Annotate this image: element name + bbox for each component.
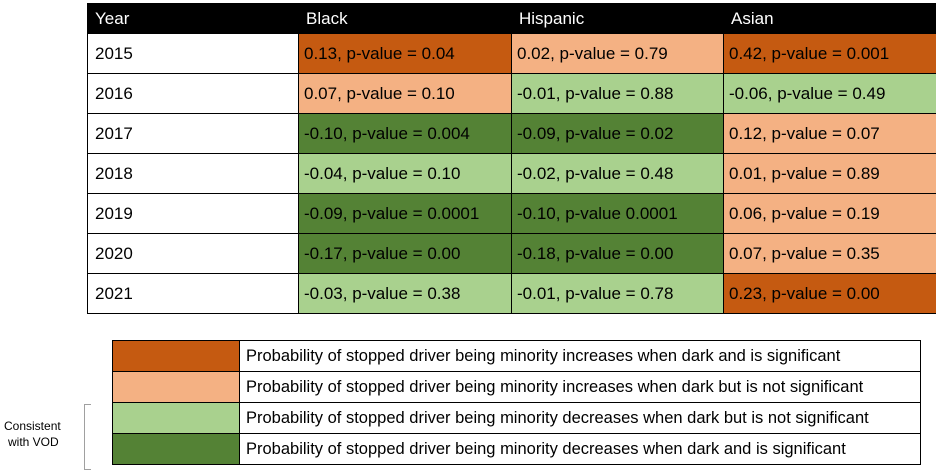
bracket-note: Consistent with VOD <box>4 418 80 450</box>
hispanic-value-cell: -0.09, p-value = 0.02 <box>511 113 724 154</box>
legend-label: Probability of stopped driver being mino… <box>239 402 921 434</box>
table-row: 2018 -0.04, p-value = 0.10 -0.02, p-valu… <box>87 153 936 194</box>
hispanic-value-cell: -0.01, p-value = 0.78 <box>511 273 724 314</box>
year-cell: 2016 <box>87 73 299 114</box>
asian-value-cell: 0.12, p-value = 0.07 <box>723 113 936 154</box>
hispanic-value-cell: -0.18, p-value = 0.00 <box>511 233 724 274</box>
legend-table: Probability of stopped driver being mino… <box>112 340 921 465</box>
black-value-cell: -0.17, p-value = 0.00 <box>298 233 512 274</box>
year-cell: 2021 <box>87 273 299 314</box>
legend-row: Probability of stopped driver being mino… <box>112 340 921 372</box>
consistency-bracket <box>84 404 91 470</box>
table-row: 2020 -0.17, p-value = 0.00 -0.18, p-valu… <box>87 233 936 274</box>
hispanic-value-cell: -0.01, p-value = 0.88 <box>511 73 724 114</box>
year-cell: 2017 <box>87 113 299 154</box>
legend-swatch-dark-orange <box>112 340 240 372</box>
hispanic-value-cell: -0.10, p-value 0.0001 <box>511 193 724 234</box>
year-cell: 2019 <box>87 193 299 234</box>
legend-row: Probability of stopped driver being mino… <box>112 402 921 434</box>
legend-row: Probability of stopped driver being mino… <box>112 433 921 465</box>
table-body: 2015 0.13, p-value = 0.04 0.02, p-value … <box>87 33 936 314</box>
header-year: Year <box>87 3 299 34</box>
table-row: 2021 -0.03, p-value = 0.38 -0.01, p-valu… <box>87 273 936 314</box>
table-row: 2017 -0.10, p-value = 0.004 -0.09, p-val… <box>87 113 936 154</box>
black-value-cell: -0.09, p-value = 0.0001 <box>298 193 512 234</box>
bracket-note-line1: Consistent <box>4 419 61 433</box>
table-header: Year Black Hispanic Asian <box>87 3 936 34</box>
year-cell: 2015 <box>87 33 299 74</box>
table-row: 2015 0.13, p-value = 0.04 0.02, p-value … <box>87 33 936 74</box>
legend-swatch-light-orange <box>112 371 240 403</box>
header-asian: Asian <box>723 3 936 34</box>
table-row: 2019 -0.09, p-value = 0.0001 -0.10, p-va… <box>87 193 936 234</box>
black-value-cell: -0.04, p-value = 0.10 <box>298 153 512 194</box>
table-row: 2016 0.07, p-value = 0.10 -0.01, p-value… <box>87 73 936 114</box>
black-value-cell: -0.10, p-value = 0.004 <box>298 113 512 154</box>
header-hispanic: Hispanic <box>511 3 724 34</box>
black-value-cell: 0.13, p-value = 0.04 <box>298 33 512 74</box>
asian-value-cell: 0.42, p-value = 0.001 <box>723 33 936 74</box>
legend-label: Probability of stopped driver being mino… <box>239 433 921 465</box>
bracket-note-line2: with VOD <box>8 435 59 449</box>
header-row: Year Black Hispanic Asian <box>87 3 936 34</box>
legend-label: Probability of stopped driver being mino… <box>239 371 921 403</box>
hispanic-value-cell: -0.02, p-value = 0.48 <box>511 153 724 194</box>
black-value-cell: 0.07, p-value = 0.10 <box>298 73 512 114</box>
asian-value-cell: -0.06, p-value = 0.49 <box>723 73 936 114</box>
year-cell: 2018 <box>87 153 299 194</box>
legend-label: Probability of stopped driver being mino… <box>239 340 921 372</box>
header-black: Black <box>298 3 512 34</box>
asian-value-cell: 0.23, p-value = 0.00 <box>723 273 936 314</box>
asian-value-cell: 0.01, p-value = 0.89 <box>723 153 936 194</box>
results-table: Year Black Hispanic Asian 2015 0.13, p-v… <box>87 3 936 314</box>
legend-row: Probability of stopped driver being mino… <box>112 371 921 403</box>
legend-swatch-light-green <box>112 402 240 434</box>
black-value-cell: -0.03, p-value = 0.38 <box>298 273 512 314</box>
hispanic-value-cell: 0.02, p-value = 0.79 <box>511 33 724 74</box>
legend-swatch-dark-green <box>112 433 240 465</box>
asian-value-cell: 0.06, p-value = 0.19 <box>723 193 936 234</box>
year-cell: 2020 <box>87 233 299 274</box>
asian-value-cell: 0.07, p-value = 0.35 <box>723 233 936 274</box>
